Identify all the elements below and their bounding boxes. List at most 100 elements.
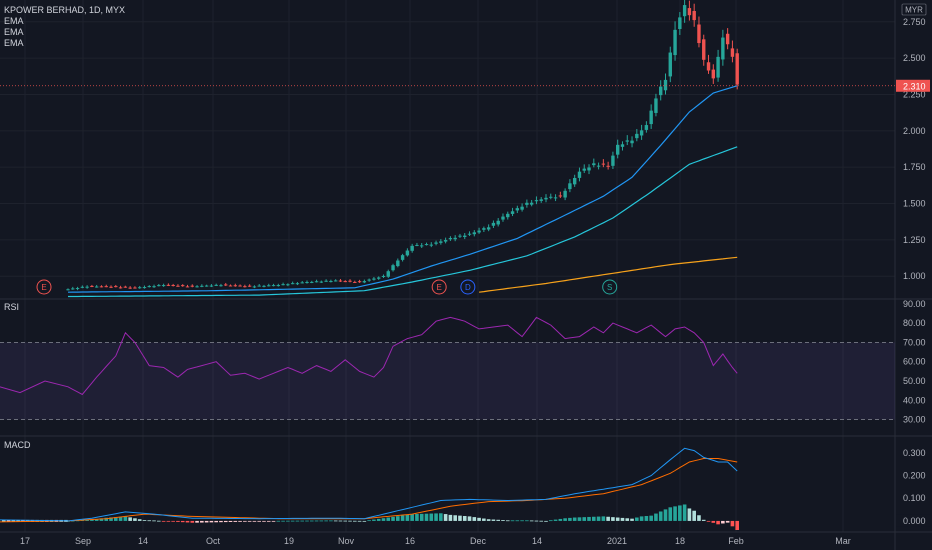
candle-body [185, 286, 190, 288]
macd-histogram-bar [496, 519, 500, 521]
macd-histogram-bar [706, 520, 711, 522]
rsi-tick-label: 90.00 [903, 299, 926, 309]
candle-body [319, 281, 324, 283]
macd-histogram-bar [257, 520, 261, 522]
macd-histogram-bar [730, 520, 735, 527]
macd-histogram-bar [682, 504, 687, 521]
candle-body [353, 281, 357, 283]
candle-body [109, 286, 113, 288]
candle-body [257, 285, 261, 287]
macd-histogram-bar [180, 520, 185, 523]
macd-panel[interactable] [0, 447, 739, 530]
event-marker[interactable] [602, 279, 618, 295]
macd-histogram-bar [128, 517, 132, 521]
candle-body [630, 140, 634, 144]
candle-body [372, 278, 376, 280]
macd-histogram-bar [668, 507, 673, 521]
candle-body [161, 285, 166, 287]
ema-legend-2[interactable]: EMA [4, 27, 24, 37]
ema-legend-1[interactable]: EMA [4, 16, 24, 26]
macd-histogram-bar [190, 520, 195, 523]
candle-body [348, 280, 352, 282]
candle-body [678, 17, 682, 29]
ema-legend-3[interactable]: EMA [4, 38, 24, 48]
rsi-tick-label: 70.00 [903, 337, 926, 347]
event-marker-label: D [465, 283, 471, 292]
rsi-panel[interactable] [0, 316, 895, 420]
candle-body [94, 286, 99, 288]
candle-body [171, 285, 175, 287]
candle-body [219, 285, 223, 287]
candle-body [711, 69, 715, 79]
macd-histogram-bar [252, 520, 257, 522]
candle-body [616, 144, 620, 155]
rsi-label[interactable]: RSI [4, 302, 20, 312]
x-tick-label: Feb [728, 536, 744, 546]
candle-body [735, 53, 739, 85]
macd-tick-label: 0.000 [903, 516, 926, 526]
macd-histogram-bar [6, 519, 11, 522]
candle-body [104, 286, 108, 288]
candle-body [606, 165, 610, 167]
macd-tick-label: 0.200 [903, 471, 926, 481]
candle-body [553, 197, 558, 199]
candle-body [362, 281, 367, 283]
candle-body [730, 48, 735, 57]
candle-body [520, 206, 524, 210]
price-tick-label: 2.000 [903, 126, 926, 136]
candle-body [572, 177, 577, 185]
macd-histogram-bar [353, 520, 357, 522]
macd-histogram-bar [25, 519, 30, 522]
event-marker[interactable] [460, 279, 476, 295]
macd-histogram-bar [381, 518, 386, 521]
price-tick-label: 2.250 [903, 89, 926, 99]
macd-histogram-bar [415, 513, 419, 521]
macd-histogram-bar [319, 520, 324, 522]
macd-histogram-bar [635, 517, 639, 521]
candle-body [324, 280, 328, 282]
candle-body [396, 260, 400, 267]
candle-body [80, 286, 85, 288]
candle-body [367, 279, 371, 281]
macd-histogram-bar [534, 520, 539, 522]
macd-histogram-bar [137, 519, 142, 521]
macd-histogram-bar [30, 519, 35, 522]
macd-histogram-bar [649, 515, 653, 521]
macd-histogram-bar [405, 514, 410, 521]
currency-label: MYR [905, 6, 923, 15]
macd-histogram-bar [529, 520, 534, 522]
macd-histogram-bar [133, 518, 137, 521]
event-marker[interactable] [36, 279, 52, 295]
candle-body [477, 230, 481, 233]
candle-body [286, 284, 290, 286]
macd-zero-bg [896, 514, 930, 527]
macd-tick-label: 0.300 [903, 448, 926, 458]
chart-title[interactable]: KPOWER BERHAD, 1D, MYX [4, 5, 126, 15]
macd-histogram-bar [300, 520, 305, 522]
macd-label[interactable]: MACD [4, 440, 31, 450]
candle-body [99, 286, 104, 288]
macd-histogram-bar [305, 520, 309, 522]
candle-body [209, 285, 214, 287]
candle-body [577, 171, 582, 178]
x-tick-label: Oct [206, 536, 221, 546]
candle-body [338, 280, 343, 282]
event-marker[interactable] [431, 279, 447, 295]
candle-body [496, 220, 500, 225]
candle-body [204, 285, 209, 287]
candle-body [329, 281, 333, 283]
x-tick-label: Mar [835, 536, 851, 546]
macd-histogram-bar [577, 517, 582, 521]
ema-fast-line [67, 85, 738, 293]
macd-histogram-bar [439, 513, 443, 521]
candle-body [381, 275, 386, 277]
macd-histogram-bar [658, 511, 663, 521]
price-tick-label: 2.750 [903, 17, 926, 27]
macd-histogram-bar [462, 516, 467, 521]
rsi-tick-label: 30.00 [903, 415, 926, 425]
macd-histogram-bar [453, 515, 457, 521]
macd-histogram-bar [443, 514, 448, 521]
macd-histogram-bar [663, 509, 668, 521]
